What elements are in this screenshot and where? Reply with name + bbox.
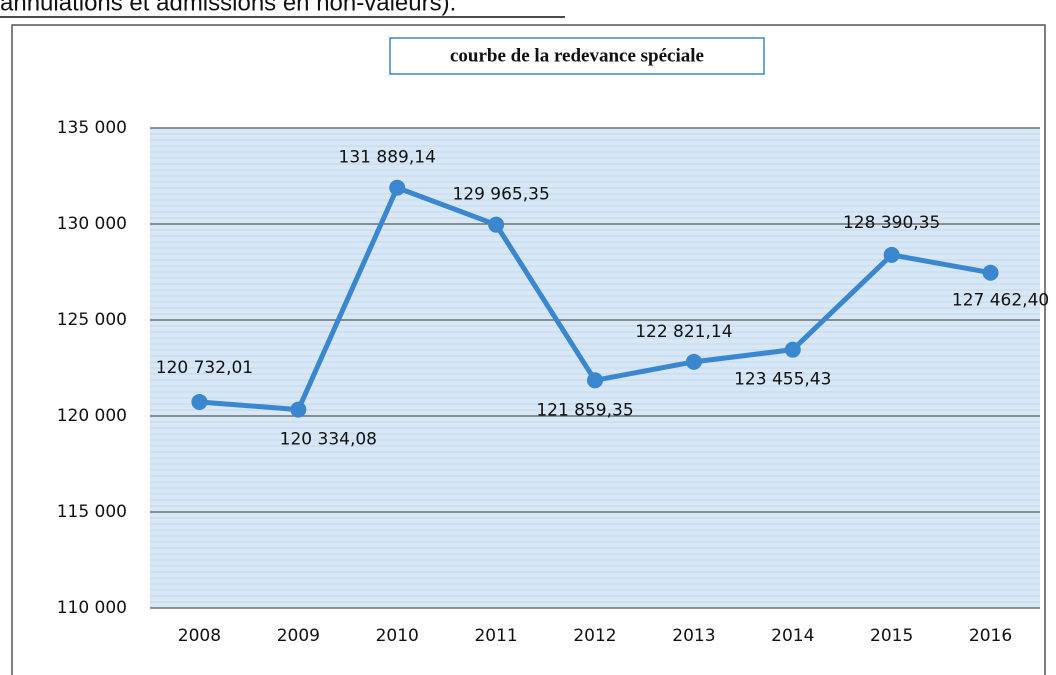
x-tick-label: 2015 bbox=[870, 626, 913, 646]
y-tick-label: 120 000 bbox=[57, 406, 127, 426]
data-point bbox=[883, 246, 900, 263]
x-tick-label: 2008 bbox=[178, 626, 221, 646]
plot-texture bbox=[150, 133, 1040, 603]
y-tick-label: 125 000 bbox=[57, 310, 127, 330]
y-tick-label: 135 000 bbox=[57, 118, 127, 138]
chart-title: courbe de la redevance spéciale bbox=[450, 45, 704, 66]
x-tick-label: 2011 bbox=[474, 626, 517, 646]
data-point bbox=[290, 401, 307, 418]
data-point bbox=[191, 393, 208, 410]
data-point bbox=[784, 341, 801, 358]
x-tick-label: 2010 bbox=[376, 626, 419, 646]
data-label: 121 859,35 bbox=[536, 400, 633, 420]
data-point bbox=[587, 372, 603, 389]
data-point bbox=[389, 179, 406, 196]
x-tick-label: 2013 bbox=[672, 626, 715, 646]
data-label: 123 455,43 bbox=[734, 370, 831, 390]
data-label: 128 390,35 bbox=[843, 213, 940, 233]
data-point bbox=[488, 216, 505, 233]
data-label: 129 965,35 bbox=[452, 185, 549, 205]
x-tick-label: 2009 bbox=[277, 626, 320, 646]
y-tick-label: 110 000 bbox=[57, 598, 127, 618]
page-heading: annulations et admissions en non-valeurs… bbox=[0, 0, 456, 16]
x-tick-label: 2012 bbox=[573, 626, 616, 646]
data-label: 120 732,01 bbox=[156, 358, 253, 378]
x-tick-label: 2016 bbox=[969, 626, 1012, 646]
data-point bbox=[685, 353, 702, 370]
data-label: 122 821,14 bbox=[635, 322, 732, 342]
y-tick-label: 115 000 bbox=[57, 502, 127, 522]
y-tick-label: 130 000 bbox=[57, 214, 127, 234]
x-tick-label: 2014 bbox=[771, 626, 814, 646]
data-point bbox=[982, 264, 999, 281]
data-label: 120 334,08 bbox=[280, 430, 377, 450]
data-label: 131 889,14 bbox=[339, 148, 436, 168]
data-label: 127 462,40 bbox=[952, 291, 1049, 311]
title-box bbox=[389, 37, 765, 75]
